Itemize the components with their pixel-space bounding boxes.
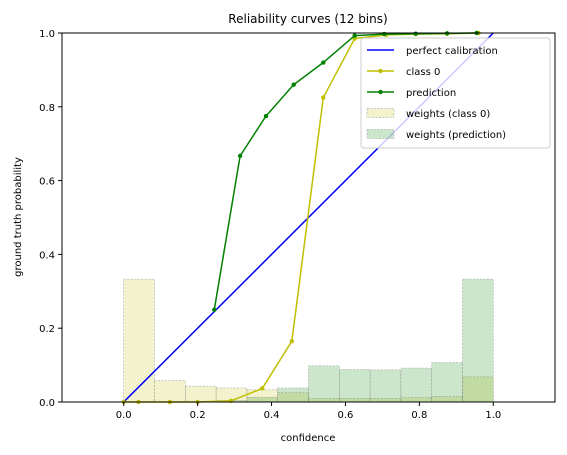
series-point-1-5 [260, 386, 265, 391]
hist-bar-1-11 [462, 278, 494, 403]
series-point-1-7 [321, 95, 326, 100]
series-point-2-1 [237, 153, 243, 159]
legend: perfect calibration class 0 prediction weig… [360, 37, 551, 149]
legend-label-3: weights (class 0) [406, 109, 490, 120]
legend-label-1: class 0 [406, 67, 440, 78]
hist-bar-1-7 [339, 369, 371, 403]
series-point-2-4 [321, 60, 326, 65]
x-tick-label-1: 0.2 [190, 410, 206, 421]
y-axis-label: ground truth probability [13, 157, 24, 277]
y-tick-label-4: 0.8 [39, 103, 55, 114]
hist-bar-0-10 [431, 396, 463, 403]
x-axis: 0.0 0.2 0.4 0.6 0.8 1.0 [116, 402, 501, 421]
series-point-1-6 [289, 338, 295, 344]
hist-bar-1-5 [277, 387, 309, 403]
hist-bar-1-6 [308, 365, 340, 403]
plot-frame [61, 32, 556, 403]
histogram-layer [123, 278, 494, 403]
hist-bar-1-10 [431, 362, 463, 403]
legend-box [360, 37, 551, 149]
y-tick-label-5: 1.0 [39, 29, 55, 40]
legend-label-2: prediction [406, 88, 456, 99]
series-point-2-3 [291, 82, 296, 87]
y-tick-label-0: 0.0 [39, 398, 55, 409]
x-tick-label-2: 0.4 [264, 410, 280, 421]
series-point-2-5 [352, 33, 357, 38]
hist-bar-0-1 [154, 380, 186, 403]
y-tick-label-2: 0.4 [39, 250, 55, 261]
y-tick-label-3: 0.6 [39, 177, 55, 188]
hist-bar-0-2 [185, 385, 217, 403]
hist-bar-1-8 [369, 369, 402, 403]
legend-marker-1 [378, 68, 383, 74]
legend-patch-4 [366, 129, 395, 139]
series-point-2-7 [413, 31, 418, 36]
y-tick-label-1: 0.2 [39, 324, 55, 335]
series-point-2-2 [263, 113, 269, 119]
y-axis: 0.0 0.2 0.4 0.6 0.8 1.0 [39, 29, 62, 409]
x-axis-label: confidence [281, 433, 336, 444]
legend-marker-2 [378, 89, 383, 95]
legend-patch-3 [366, 108, 395, 118]
series-point-2-0 [212, 307, 217, 312]
x-tick-label-3: 0.6 [338, 410, 354, 421]
x-tick-label-4: 0.8 [411, 410, 427, 421]
hist-bar-1-4 [246, 396, 278, 403]
hist-bar-1-9 [400, 367, 432, 403]
chart-title: Reliability curves (12 bins) [228, 12, 387, 26]
legend-label-0: perfect calibration [406, 46, 498, 57]
legend-label-4: weights (prediction) [406, 130, 506, 141]
hist-bar-0-0 [123, 278, 155, 403]
series-line-2 [213, 32, 477, 310]
x-tick-label-5: 1.0 [485, 410, 501, 421]
x-tick-label-0: 0.0 [116, 410, 132, 421]
